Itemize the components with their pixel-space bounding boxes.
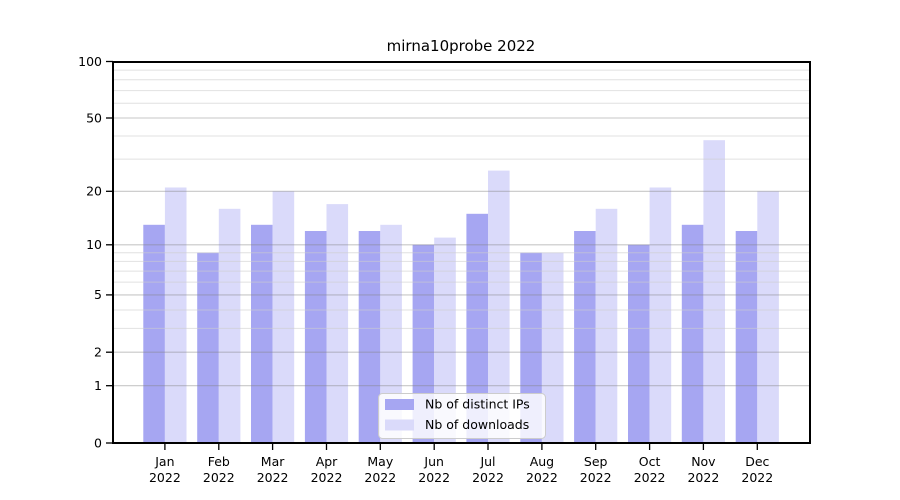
- x-tick-label-month: Oct: [639, 454, 661, 469]
- bar: [703, 140, 725, 443]
- x-tick-label-year: 2022: [687, 470, 719, 485]
- x-tick-label-year: 2022: [741, 470, 773, 485]
- x-tick-label-year: 2022: [634, 470, 666, 485]
- bar: [272, 191, 295, 443]
- bar: [358, 231, 381, 443]
- x-tick-label-year: 2022: [418, 470, 450, 485]
- x-tick-label-year: 2022: [472, 470, 504, 485]
- x-tick-label-month: May: [367, 454, 393, 469]
- y-tick-label: 0: [94, 435, 102, 450]
- y-tick-label: 100: [78, 54, 102, 69]
- bar: [574, 231, 596, 443]
- x-tick-label-year: 2022: [526, 470, 558, 485]
- x-tick-label-month: Mar: [261, 454, 285, 469]
- x-tick-label-year: 2022: [311, 470, 343, 485]
- x-axis-ticks: Jan2022Feb2022Mar2022Apr2022May2022Jun20…: [149, 443, 773, 485]
- bar: [649, 187, 672, 443]
- x-tick-label-month: Feb: [208, 454, 230, 469]
- y-tick-label: 5: [94, 287, 102, 302]
- x-tick-label-month: Jul: [479, 454, 495, 469]
- bar: [757, 191, 779, 443]
- gridlines-group: [113, 60, 810, 387]
- y-tick-label: 50: [86, 110, 102, 125]
- x-tick-label-year: 2022: [203, 470, 235, 485]
- bar: [143, 224, 165, 443]
- y-tick-label: 2: [94, 345, 102, 360]
- y-axis-ticks: 0 1 2 5 10 20 50 100: [78, 54, 113, 450]
- bar: [488, 170, 510, 443]
- bar: [541, 252, 564, 443]
- bar: [595, 208, 618, 443]
- bars-group: [143, 140, 779, 443]
- legend-swatch: [385, 399, 414, 410]
- x-tick-label-month: Jun: [423, 454, 444, 469]
- bar: [304, 231, 327, 443]
- bar: [197, 252, 219, 443]
- plot-border: [112, 61, 811, 444]
- x-tick-label-year: 2022: [149, 470, 181, 485]
- legend-label: Nb of downloads: [425, 417, 529, 432]
- y-tick-label: 10: [86, 237, 102, 252]
- x-tick-label-month: Jan: [154, 454, 174, 469]
- bar: [164, 187, 187, 443]
- legend-swatch: [385, 419, 414, 431]
- x-tick-label-year: 2022: [257, 470, 289, 485]
- y-tick-label: 20: [86, 184, 102, 199]
- legend-box: [378, 393, 546, 439]
- bar: [434, 237, 456, 443]
- bar: [681, 224, 704, 443]
- legend-label: Nb of distinct IPs: [425, 397, 530, 412]
- x-tick-label-year: 2022: [580, 470, 612, 485]
- x-tick-label-month: Nov: [691, 454, 716, 469]
- chart-title: mirna10probe 2022: [387, 37, 536, 55]
- bar: [218, 208, 241, 443]
- bar: [628, 244, 650, 443]
- x-tick-label-month: Apr: [316, 454, 338, 469]
- bar: [735, 231, 758, 443]
- x-tick-label-month: Aug: [530, 454, 554, 469]
- y-tick-label: 1: [94, 378, 102, 393]
- x-tick-label-month: Dec: [745, 454, 769, 469]
- bar: [251, 224, 273, 443]
- legend: Nb of distinct IPs Nb of downloads: [378, 393, 546, 439]
- bar: [380, 224, 402, 443]
- x-tick-label-year: 2022: [364, 470, 396, 485]
- axes-group: [112, 61, 811, 444]
- bar: [326, 204, 349, 443]
- x-tick-label-month: Sep: [584, 454, 608, 469]
